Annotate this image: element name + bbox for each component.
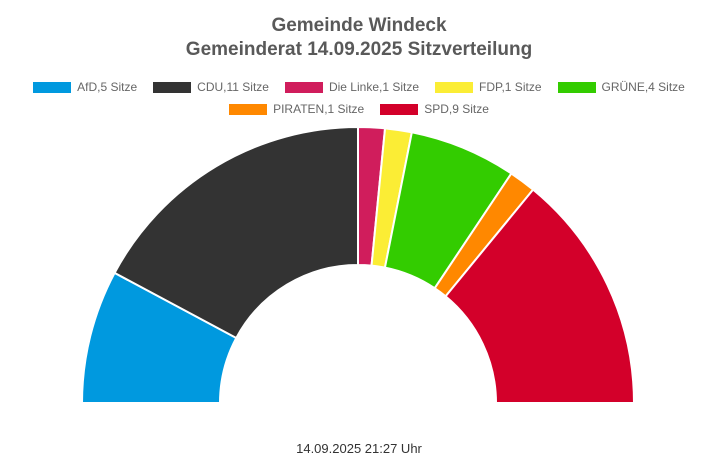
legend-label-cdu: CDU,11 Sitze xyxy=(197,80,269,94)
chart-subtitle-line: Gemeinderat 14.09.2025 Sitzverteilung xyxy=(185,39,533,60)
legend-item-fdp[interactable]: FDP,1 Sitze xyxy=(435,80,542,94)
legend-label-gruene: GRÜNE,4 Sitze xyxy=(601,80,685,94)
legend-swatch-afd xyxy=(33,81,72,93)
legend-item-cdu[interactable]: CDU,11 Sitze xyxy=(153,80,269,94)
legend-label-fdp: FDP,1 Sitze xyxy=(479,80,542,94)
legend-item-die-linke[interactable]: Die Linke,1 Sitze xyxy=(284,80,420,94)
chart-title: Gemeinde Windeck Gemeinderat 14.09.2025 … xyxy=(0,14,718,62)
legend-label-afd: AfD,5 Sitze xyxy=(77,80,138,94)
legend-swatch-cdu xyxy=(153,81,192,93)
legend-swatch-fdp xyxy=(435,81,474,93)
slice-cdu[interactable] xyxy=(113,125,359,340)
legend: AfD,5 Sitze CDU,11 Sitze Die Linke,1 Sit… xyxy=(0,80,718,94)
legend-item-spd[interactable]: SPD,9 Sitze xyxy=(380,102,489,116)
slice-spd[interactable] xyxy=(444,188,636,404)
legend-item-piraten[interactable]: PIRATEN,1 Sitze xyxy=(229,102,364,116)
legend-row-2: PIRATEN,1 Sitze SPD,9 Sitze xyxy=(0,102,718,116)
legend-swatch-die-linke xyxy=(284,81,323,93)
legend-swatch-gruene xyxy=(557,81,596,93)
legend-label-spd: SPD,9 Sitze xyxy=(424,102,489,116)
legend-item-afd[interactable]: AfD,5 Sitze xyxy=(33,80,137,94)
legend-swatch-piraten xyxy=(229,103,268,115)
chart-title-line: Gemeinde Windeck xyxy=(271,15,447,36)
legend-swatch-spd xyxy=(380,103,419,115)
legend-label-die-linke: Die Linke,1 Sitze xyxy=(328,80,420,94)
legend-item-gruene[interactable]: GRÜNE,4 Sitze xyxy=(557,80,685,94)
footer-timestamp: 14.09.2025 21:27 Uhr xyxy=(296,441,422,456)
legend-label-piraten: PIRATEN,1 Sitze xyxy=(273,102,365,116)
